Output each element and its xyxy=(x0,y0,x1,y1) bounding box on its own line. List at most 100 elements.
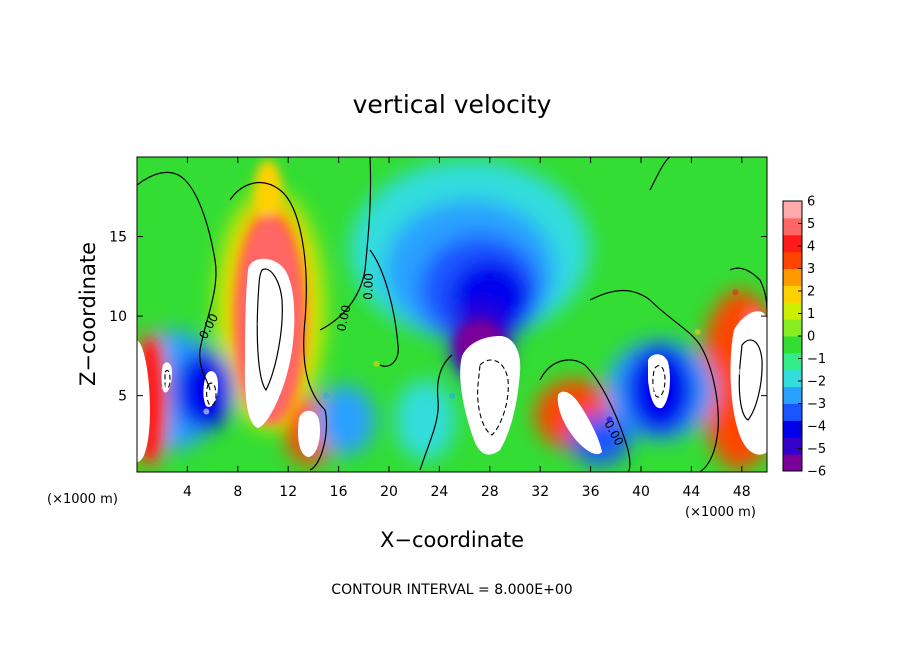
colorbar-swatch xyxy=(783,201,802,219)
zero-contour xyxy=(419,354,453,471)
field-sample xyxy=(694,329,701,335)
x-tick-label: 36 xyxy=(582,484,600,500)
x-tick-label: 20 xyxy=(380,484,398,500)
saturated-region xyxy=(648,354,670,409)
field-sample xyxy=(323,392,329,399)
y-tick-label: 5 xyxy=(118,389,127,405)
colorbar: 6 5 4 3 2 1 0 −1 −2 −3 −4 −5 −6 xyxy=(782,195,826,480)
x-tick-label: 4 xyxy=(183,484,192,500)
x-tick-label: 44 xyxy=(682,484,700,500)
field-sample xyxy=(606,416,613,423)
field-sample-layer xyxy=(141,241,743,439)
colorbar-swatch xyxy=(783,369,802,388)
zero-contour xyxy=(729,267,767,311)
zero-contour xyxy=(229,181,328,471)
chart-title: vertical velocity xyxy=(353,90,552,119)
y-axis-title: Z−coordinate xyxy=(76,242,100,386)
x-units-left: (×1000 m) xyxy=(47,492,118,507)
x-tick-label: 12 xyxy=(279,484,297,500)
colorbar-tick-label: −4 xyxy=(807,420,826,435)
zero-contour xyxy=(369,249,399,367)
colorbar-tick-label: −1 xyxy=(807,352,826,367)
negative-contour xyxy=(206,382,217,406)
contour-interval-note: CONTOUR INTERVAL = 8.000E+00 xyxy=(331,582,572,598)
field-sample xyxy=(449,392,455,399)
plot-area: 0.00 0.00 0.00 0.00 xyxy=(137,157,767,472)
x-tick-label: 24 xyxy=(430,484,448,500)
y-axis-ticks: 5 10 15 xyxy=(109,230,767,405)
colorbar-tick-label: −3 xyxy=(807,397,826,412)
colorbar-tick-label: −6 xyxy=(807,465,826,480)
colorbar-swatch xyxy=(783,234,802,253)
saturated-region xyxy=(460,336,521,455)
field-blob xyxy=(395,380,455,460)
colorbar-tick-label: 0 xyxy=(807,330,815,345)
colorbar-swatch xyxy=(783,268,802,286)
field-sample xyxy=(304,432,311,439)
saturated-region xyxy=(557,391,602,455)
saturated-region xyxy=(137,340,150,462)
colorbar-tick-label: 6 xyxy=(807,195,815,210)
negative-contour xyxy=(652,365,666,398)
colorbar-swatch xyxy=(783,437,802,455)
colorbar-tick-label: 1 xyxy=(807,307,815,322)
colorbar-swatch xyxy=(783,302,802,320)
field-core xyxy=(254,160,282,220)
field-sample xyxy=(161,384,168,391)
colorbar-swatch xyxy=(783,420,802,438)
x-tick-label: 16 xyxy=(330,484,348,500)
colorbar-tick-label: 5 xyxy=(807,217,815,232)
colorbar-swatch xyxy=(783,386,802,404)
field-sample xyxy=(650,384,657,391)
field-sample xyxy=(257,321,264,328)
colorbar-swatch xyxy=(783,454,802,472)
colorbar-swatch xyxy=(783,403,802,421)
colorbar-tick-label: 3 xyxy=(807,262,815,277)
negative-contour xyxy=(477,359,509,436)
colorbar-tick-label: −5 xyxy=(807,442,826,457)
y-tick-label: 10 xyxy=(109,309,127,325)
contour-lines xyxy=(137,157,767,472)
colorbar-tick-label: 4 xyxy=(807,240,815,255)
field-sample xyxy=(732,289,739,296)
x-tick-label: 28 xyxy=(481,484,499,500)
x-tick-label: 40 xyxy=(632,484,650,500)
y-tick-label: 15 xyxy=(109,230,127,246)
field-sample xyxy=(203,408,210,415)
field-sample xyxy=(486,273,493,280)
x-tick-label: 8 xyxy=(233,484,242,500)
zero-contour xyxy=(319,157,372,331)
x-units-right: (×1000 m) xyxy=(685,505,756,520)
zero-contour xyxy=(649,157,671,191)
field-blob xyxy=(315,385,375,455)
inner-contour xyxy=(738,339,763,421)
saturated-region xyxy=(730,311,767,455)
colorbar-tick-label: −2 xyxy=(807,375,826,390)
plot-frame xyxy=(136,156,768,473)
colorbar-swatch xyxy=(783,251,802,269)
colorbar-swatch xyxy=(783,217,802,236)
x-tick-label: 32 xyxy=(531,484,549,500)
negative-contour xyxy=(164,369,171,389)
field-sample xyxy=(141,384,148,391)
colorbar-swatch xyxy=(783,319,802,337)
field-sample xyxy=(373,360,380,367)
zero-contour xyxy=(539,359,631,472)
contour-label: 0.00 xyxy=(361,273,376,300)
field-sample xyxy=(262,241,269,248)
colorbar-tick-label: 2 xyxy=(807,285,815,300)
field-sample xyxy=(736,368,743,375)
saturated-region xyxy=(203,371,218,407)
field-sample xyxy=(568,416,575,423)
x-axis-ticks: 4 8 12 16 20 24 28 32 36 40 44 48 xyxy=(183,157,751,500)
colorbar-swatch xyxy=(783,352,802,371)
zero-contour xyxy=(137,171,217,391)
field-sample xyxy=(493,400,500,407)
inner-contour xyxy=(256,268,283,392)
colorbar-swatch xyxy=(783,285,802,303)
x-axis-title: X−coordinate xyxy=(380,528,524,552)
contour-label: 0.00 xyxy=(334,304,353,333)
x-tick-label: 48 xyxy=(733,484,751,500)
